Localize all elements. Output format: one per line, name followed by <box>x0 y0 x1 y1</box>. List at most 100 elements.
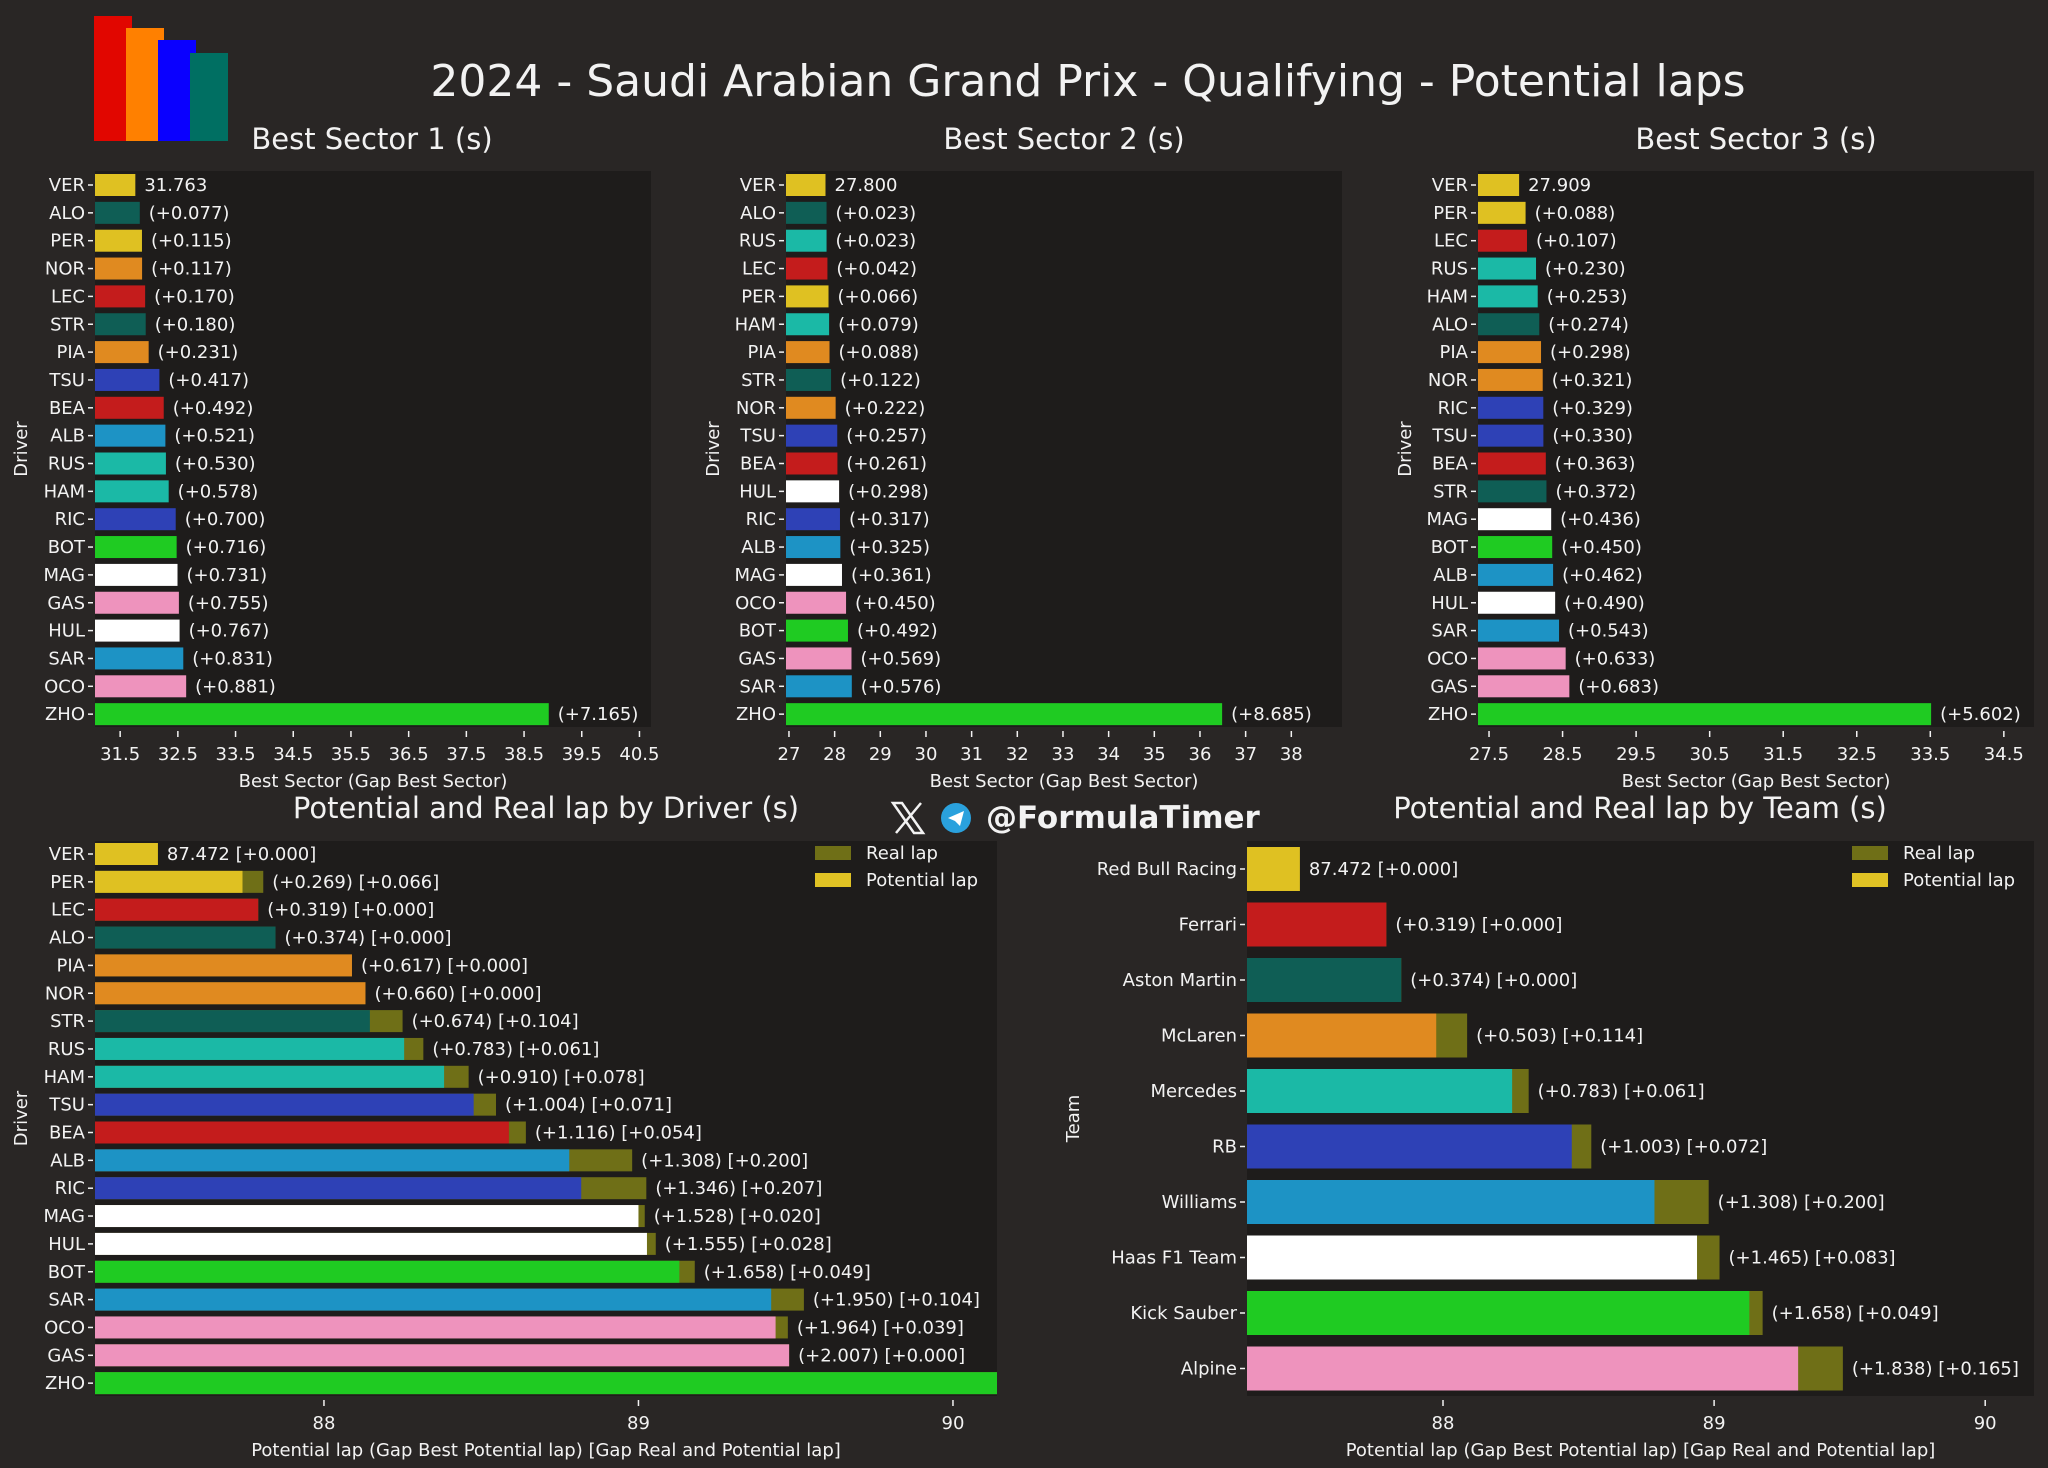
sector-bar <box>786 229 827 252</box>
x-tick-label: 39.5 <box>562 744 602 765</box>
y-tick-label: MAG <box>44 1206 85 1227</box>
bar-value-label: (+0.683) <box>1578 676 1659 697</box>
bar-value-label: (+0.042) <box>836 259 917 280</box>
bar-value-label: (+0.330) <box>1552 426 1633 447</box>
y-tick-label: LEC <box>51 900 85 921</box>
sector-bar <box>95 424 166 447</box>
y-axis-label: Driver <box>11 1090 32 1146</box>
y-tick-label: HUL <box>48 1234 85 1255</box>
x-tick-label: 33.5 <box>216 744 256 765</box>
y-tick-label: LEC <box>51 286 85 307</box>
sector-bar <box>95 174 136 196</box>
potential-lap-bar <box>95 926 276 949</box>
bar-value-label: (+0.023) <box>836 203 917 224</box>
x-tick-label: 38 <box>1280 744 1303 765</box>
y-tick-label: SAR <box>48 648 85 669</box>
plot-area <box>786 171 1342 727</box>
sector-bar <box>786 619 848 642</box>
bar-value-label: (+0.492) <box>857 621 938 642</box>
sector-bar <box>786 257 828 280</box>
y-tick-label: SAR <box>1431 621 1468 642</box>
bar-value-label: (+0.115) <box>151 231 232 252</box>
legend-swatch-potential-lap <box>815 873 851 887</box>
y-axis-label: Team <box>1063 1095 1084 1144</box>
potential-lap-bar <box>95 1065 445 1088</box>
bar-value-label: (+0.079) <box>838 314 919 335</box>
sector-bar <box>786 174 826 196</box>
bar-value-label: (+0.578) <box>178 481 259 502</box>
chart-title: Best Sector 2 (s) <box>943 122 1184 156</box>
bar-value-label: (+0.490) <box>1564 593 1645 614</box>
x-tick-label: 31 <box>960 744 983 765</box>
bar-value-label: (+0.230) <box>1545 259 1626 280</box>
y-tick-label: OCO <box>735 593 776 614</box>
bar-value-label: 31.763 <box>144 175 207 196</box>
bar-value-label: (+0.319) [+0.000] <box>267 900 434 921</box>
bar-value-label: (+1.308) [+0.200] <box>641 1150 808 1171</box>
sector-bar <box>95 619 180 642</box>
logo-bar-orange <box>126 28 164 141</box>
x-tick-label: 89 <box>627 1413 650 1434</box>
x-tick-label: 29.5 <box>1616 744 1656 765</box>
y-tick-label: NOR <box>45 983 85 1004</box>
y-tick-label: Kick Sauber <box>1130 1303 1237 1324</box>
bar-value-label: (+8.685) <box>1231 704 1312 725</box>
y-tick-label: RUS <box>48 1039 85 1060</box>
potential-lap-bar <box>95 982 366 1005</box>
y-tick-label: ALO <box>740 203 776 224</box>
bar-value-label: (+0.274) <box>1548 314 1629 335</box>
plot-area <box>95 171 651 727</box>
bar-value-label: (+0.170) <box>154 286 235 307</box>
x-tick-label: 31.5 <box>1763 744 1803 765</box>
bar-value-label: (+1.658) [+0.049] <box>1772 1303 1939 1324</box>
potential-lap-bar <box>95 1260 680 1283</box>
sector-bar <box>95 536 177 559</box>
y-tick-label: SAR <box>48 1290 85 1311</box>
y-tick-label: Williams <box>1162 1192 1237 1213</box>
y-tick-label: BEA <box>49 1123 86 1144</box>
y-tick-label: VER <box>740 175 776 196</box>
bar-value-label: (+0.361) <box>851 565 932 586</box>
bar-value-label: (+0.462) <box>1562 565 1643 586</box>
x-tick-label: 34 <box>1097 744 1120 765</box>
y-axis-label: Driver <box>703 421 724 477</box>
y-tick-label: HUL <box>48 621 85 642</box>
bar-value-label: (+1.346) [+0.207] <box>655 1178 822 1199</box>
potential-lap-bar <box>1247 1013 1437 1058</box>
bar-value-label: (+0.543) <box>1568 621 1649 642</box>
y-tick-label: ALB <box>50 426 85 447</box>
bar-value-label: (+0.180) <box>155 314 236 335</box>
y-tick-label: ALO <box>1432 314 1468 335</box>
bar-value-label: (+1.003) [+0.072] <box>1600 1137 1767 1158</box>
x-tick-label: 27.5 <box>1469 744 1509 765</box>
bar-value-label: (+0.321) <box>1552 370 1633 391</box>
potential-lap-bar <box>95 1149 570 1172</box>
sector-bar <box>786 368 832 391</box>
sector-bar <box>1478 647 1566 670</box>
chart-title: Best Sector 1 (s) <box>251 122 492 156</box>
y-tick-label: McLaren <box>1161 1026 1237 1047</box>
x-tick-label: 36 <box>1189 744 1212 765</box>
y-tick-label: BOT <box>48 537 86 558</box>
chart-best-sector-2: Best Sector 2 (s) Driver 27 28 29 30 31 32 33 34 3… <box>703 122 1342 792</box>
bar-value-label: 27.800 <box>835 175 898 196</box>
sector-bar <box>95 563 178 586</box>
bar-value-label: (+0.374) [+0.000] <box>285 928 452 949</box>
y-tick-label: ALO <box>49 203 85 224</box>
x-tick-label: 30 <box>915 744 938 765</box>
sector-bar <box>786 591 847 614</box>
logo-bar-red <box>94 16 132 141</box>
bar-value-label: (+0.569) <box>860 648 941 669</box>
x-tick-label: 40.5 <box>619 744 659 765</box>
bar-value-label: (+2.007) [+0.000] <box>798 1345 965 1366</box>
bar-value-label: (+0.088) <box>839 342 920 363</box>
sector-bar <box>786 424 838 447</box>
bar-value-label: (+0.088) <box>1535 203 1616 224</box>
sector-bar <box>95 368 160 391</box>
potential-lap-bar <box>95 870 243 893</box>
bar-value-label: (+0.910) [+0.078] <box>478 1067 645 1088</box>
sector-bar <box>95 703 549 726</box>
bar-value-label: 27.909 <box>1528 175 1591 196</box>
logo-bar-teal <box>190 53 228 141</box>
sector-bar <box>786 703 1223 726</box>
